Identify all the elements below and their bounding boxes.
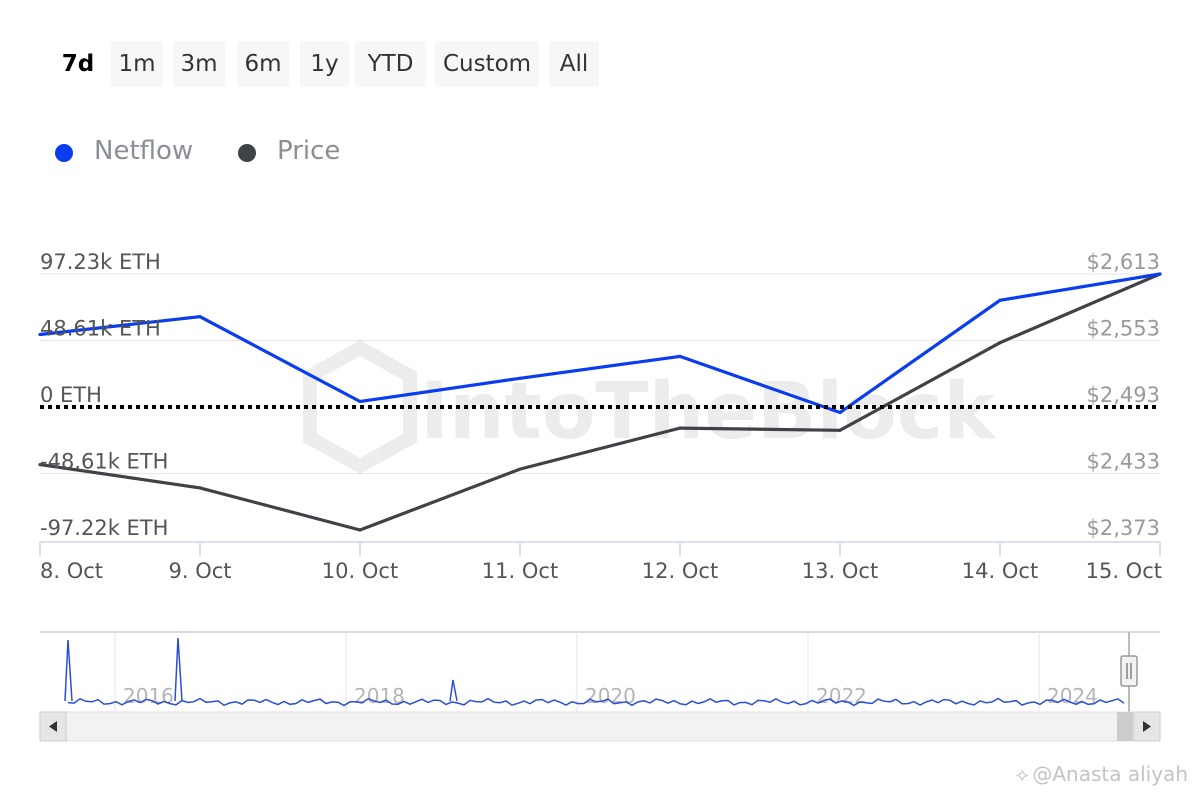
watermark-logo-icon: ⟡ xyxy=(1015,764,1029,786)
legend-label: Netflow xyxy=(94,136,194,166)
navigator-scrollbar-track[interactable] xyxy=(39,711,1161,742)
y-left-tick-label: -97.22k ETH xyxy=(40,516,168,540)
x-tick-label: 14. Oct xyxy=(962,559,1038,583)
data-point-price xyxy=(678,426,682,430)
data-point-price xyxy=(838,428,842,432)
y-left-tick-label: 48.61k ETH xyxy=(40,317,161,341)
range-button-6m[interactable]: 6m xyxy=(237,41,289,87)
data-point-price xyxy=(998,341,1002,345)
x-tick-label: 15. Oct xyxy=(1086,559,1162,583)
watermark-logo-text: IntoTheBlock xyxy=(420,367,997,457)
legend-item-netflow[interactable]: Netflow xyxy=(52,131,212,171)
data-point-price xyxy=(198,486,202,490)
author-watermark: ⟡ @Anasta aliyah xyxy=(1016,762,1188,786)
range-button-3m[interactable]: 3m xyxy=(173,41,225,87)
range-button-7d[interactable]: 7d xyxy=(61,51,95,77)
intotheblock-watermark: IntoTheBlock xyxy=(303,339,997,475)
navigator-spike xyxy=(449,679,458,702)
data-point-price xyxy=(518,467,522,471)
x-tick-label: 12. Oct xyxy=(642,559,718,583)
arrow-right-icon xyxy=(1143,721,1151,732)
navigator-spike xyxy=(174,637,183,702)
x-tick-label: 8. Oct xyxy=(40,559,103,583)
arrow-left-icon xyxy=(49,721,57,732)
data-point-netflow xyxy=(678,354,682,358)
series-line-price xyxy=(39,272,1161,532)
y-right-tick-label: $2,613 xyxy=(1087,250,1160,274)
range-button-1m[interactable]: 1m xyxy=(111,41,163,87)
legend-marker xyxy=(55,144,73,162)
y-left-tick-label: 97.23k ETH xyxy=(40,250,161,274)
x-tick-label: 13. Oct xyxy=(802,559,878,583)
data-point-netflow xyxy=(518,376,522,380)
y-left-tick-label: -48.61k ETH xyxy=(40,450,168,474)
navigator-year-label: 2020 xyxy=(585,684,636,708)
x-tick-label: 9. Oct xyxy=(168,559,231,583)
x-tick-label: 11. Oct xyxy=(482,559,558,583)
data-point-netflow xyxy=(998,298,1002,302)
y-right-tick-label: $2,493 xyxy=(1087,383,1160,407)
data-point-netflow xyxy=(358,399,362,404)
data-point-price xyxy=(358,528,362,532)
y-left-tick-label: 0 ETH xyxy=(40,383,102,407)
series-line-netflow xyxy=(39,272,1161,415)
data-point-netflow xyxy=(198,315,202,319)
legend-item-price[interactable]: Price xyxy=(235,131,355,171)
watermark-text: @Anasta aliyah xyxy=(1032,762,1188,786)
range-button-ytd[interactable]: YTD xyxy=(355,41,426,87)
range-button-1y[interactable]: 1y xyxy=(300,41,349,87)
y-right-tick-label: $2,433 xyxy=(1087,450,1160,474)
navigator-year-label: 2016 xyxy=(123,684,174,708)
navigator-series-line xyxy=(67,697,1125,707)
scrollbar-thumb[interactable] xyxy=(1117,712,1133,741)
data-point-netflow xyxy=(838,410,842,415)
x-tick-label: 10. Oct xyxy=(322,559,398,583)
range-button-all[interactable]: All xyxy=(549,41,599,87)
navigator-year-label: 2022 xyxy=(816,684,867,708)
y-right-tick-label: $2,553 xyxy=(1087,317,1160,341)
legend-label: Price xyxy=(277,136,341,166)
navigator-handle[interactable] xyxy=(1120,655,1138,687)
navigator-spike xyxy=(64,639,73,702)
data-point-price xyxy=(38,463,42,467)
range-button-custom[interactable]: Custom xyxy=(435,41,539,87)
y-right-tick-label: $2,373 xyxy=(1087,516,1160,540)
data-point-netflow xyxy=(1158,272,1162,276)
scroll-left-button[interactable] xyxy=(39,711,67,742)
legend-marker xyxy=(238,144,256,162)
data-point-netflow xyxy=(38,332,42,337)
